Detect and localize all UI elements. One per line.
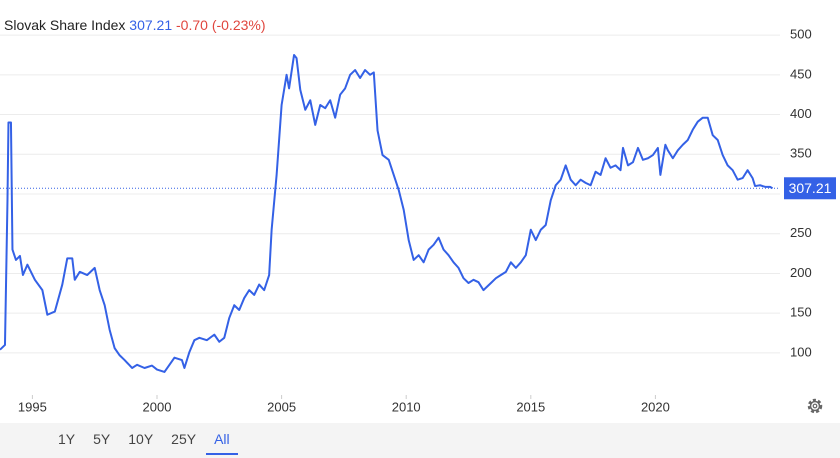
last-value-box [784, 177, 836, 200]
range-button[interactable]: All [206, 427, 238, 455]
change: -0.70 (-0.23%) [176, 17, 266, 33]
y-tick-label: 250 [790, 225, 812, 240]
settings-icon[interactable] [805, 396, 825, 416]
index-name: Slovak Share Index [4, 17, 126, 33]
range-bar [0, 423, 840, 458]
y-tick-label: 200 [790, 265, 812, 280]
x-tick-label: 2015 [516, 399, 545, 414]
y-tick-label: 500 [790, 27, 812, 42]
range-button[interactable]: 10Y [128, 431, 154, 447]
y-tick-label: 400 [790, 106, 812, 121]
range-button[interactable]: 5Y [93, 431, 111, 447]
chart: 1001502002503003504004505001995200020052… [0, 27, 836, 414]
y-tick-label: 350 [790, 146, 812, 161]
chart-title: Slovak Share Index 307.21 -0.70 (-0.23%) [4, 17, 270, 33]
x-tick-label: 2010 [392, 399, 421, 414]
x-tick-label: 2020 [641, 399, 670, 414]
y-tick-label: 450 [790, 66, 812, 81]
y-tick-label: 100 [790, 344, 812, 359]
range-buttons: 1Y 5Y 10Y 25Y All [50, 427, 238, 455]
x-tick-label: 2005 [267, 399, 296, 414]
range-button[interactable]: 25Y [171, 431, 197, 447]
price-line [0, 53, 774, 373]
x-tick-label: 1995 [18, 399, 47, 414]
x-tick-label: 2000 [143, 399, 172, 414]
last-value: 307.21 [129, 17, 173, 33]
range-button[interactable]: 1Y [58, 431, 76, 447]
y-tick-label: 150 [790, 305, 812, 320]
last-value-label: 307.21 [789, 180, 832, 196]
